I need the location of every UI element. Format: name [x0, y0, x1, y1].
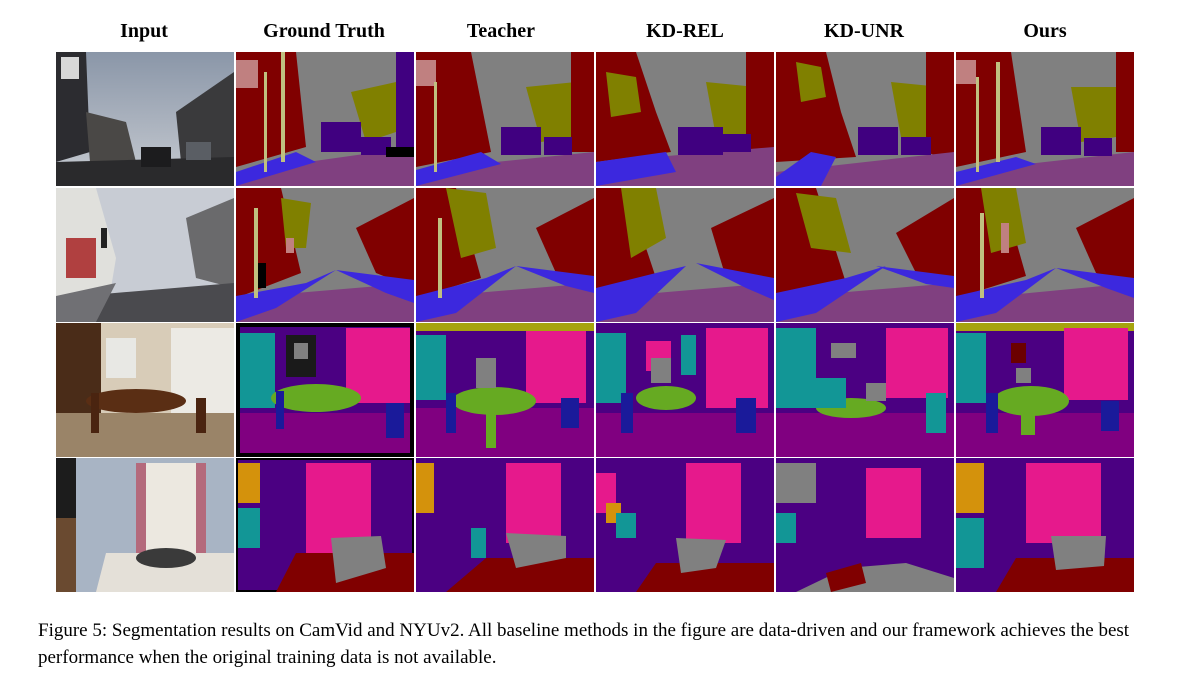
column-header-kd-rel: KD-REL: [646, 20, 724, 42]
segmentation-ours-nyuv2-1: [956, 323, 1134, 457]
column-header-ground-truth: Ground Truth: [263, 20, 385, 42]
segmentation-kd-unr-nyuv2-2: [776, 458, 954, 592]
segmentation-kd-rel-camvid-2: [596, 188, 774, 322]
segmentation-kd-rel-camvid-1: [596, 52, 774, 186]
segmentation-ours-camvid-1: [956, 52, 1134, 186]
input-image-camvid-2: [56, 188, 234, 322]
segmentation-kd-unr-camvid-1: [776, 52, 954, 186]
segmentation-teacher-nyuv2-2: [416, 458, 594, 592]
column-header-ours: Ours: [1023, 20, 1067, 42]
input-image-nyuv2-2: [56, 458, 234, 592]
segmentation-ground-truth-nyuv2-1: [236, 323, 414, 457]
segmentation-kd-unr-camvid-2: [776, 188, 954, 322]
segmentation-kd-unr-nyuv2-1: [776, 323, 954, 457]
segmentation-ground-truth-camvid-2: [236, 188, 414, 322]
segmentation-ground-truth-camvid-1: [236, 52, 414, 186]
segmentation-ours-nyuv2-2: [956, 458, 1134, 592]
input-image-camvid-1: [56, 52, 234, 186]
segmentation-teacher-camvid-1: [416, 52, 594, 186]
segmentation-ground-truth-nyuv2-2: [236, 458, 414, 592]
input-image-nyuv2-1: [56, 323, 234, 457]
segmentation-kd-rel-nyuv2-1: [596, 323, 774, 457]
segmentation-teacher-nyuv2-1: [416, 323, 594, 457]
segmentation-ours-camvid-2: [956, 188, 1134, 322]
segmentation-teacher-camvid-2: [416, 188, 594, 322]
column-header-kd-unr: KD-UNR: [824, 20, 904, 42]
column-header-input: Input: [120, 20, 168, 42]
column-header-teacher: Teacher: [466, 20, 536, 42]
segmentation-kd-rel-nyuv2-2: [596, 458, 774, 592]
figure-caption: Figure 5: Segmentation results on CamVid…: [38, 620, 1130, 668]
